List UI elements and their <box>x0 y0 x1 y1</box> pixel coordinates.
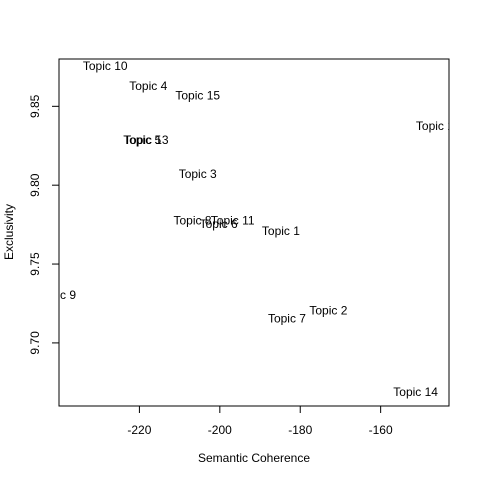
point-label: Topic 1 <box>262 224 300 238</box>
point-label: Topic 13 <box>124 133 169 147</box>
point-label: Topic 7 <box>268 311 306 325</box>
y-tick-label: 9.75 <box>28 252 42 276</box>
point-label: Topic 3 <box>179 167 217 181</box>
x-tick-label: -180 <box>288 423 312 437</box>
point-label: Topic 4 <box>129 79 167 93</box>
point-label: Topic 2 <box>309 304 347 318</box>
y-tick-label: 9.80 <box>28 173 42 197</box>
point-label: Topic 5 <box>123 133 161 147</box>
plot-frame <box>58 58 450 407</box>
y-tick-label: 9.70 <box>28 331 42 355</box>
y-axis-title: Exclusivity <box>2 204 16 260</box>
point-label: Topic 10 <box>83 59 128 73</box>
y-tick-label: 9.85 <box>28 94 42 118</box>
point-label: Topic 9 <box>38 288 76 302</box>
point-label: Topic 6 <box>200 217 238 231</box>
point-label: Topic 15 <box>175 88 220 102</box>
x-tick-label: -220 <box>127 423 151 437</box>
x-tick-label: -200 <box>208 423 232 437</box>
point-label: Topic 11 <box>211 214 255 228</box>
x-axis: -220 -200 -180 -160 <box>127 405 393 437</box>
point-label: Topic 1 <box>416 119 454 133</box>
y-axis: 9.70 9.75 9.80 9.85 <box>28 94 60 355</box>
point-label: Topic 14 <box>393 385 438 399</box>
x-axis-title: Semantic Coherence <box>198 451 310 465</box>
point-label: Topic 8 <box>173 214 211 228</box>
x-tick-label: -160 <box>369 423 393 437</box>
